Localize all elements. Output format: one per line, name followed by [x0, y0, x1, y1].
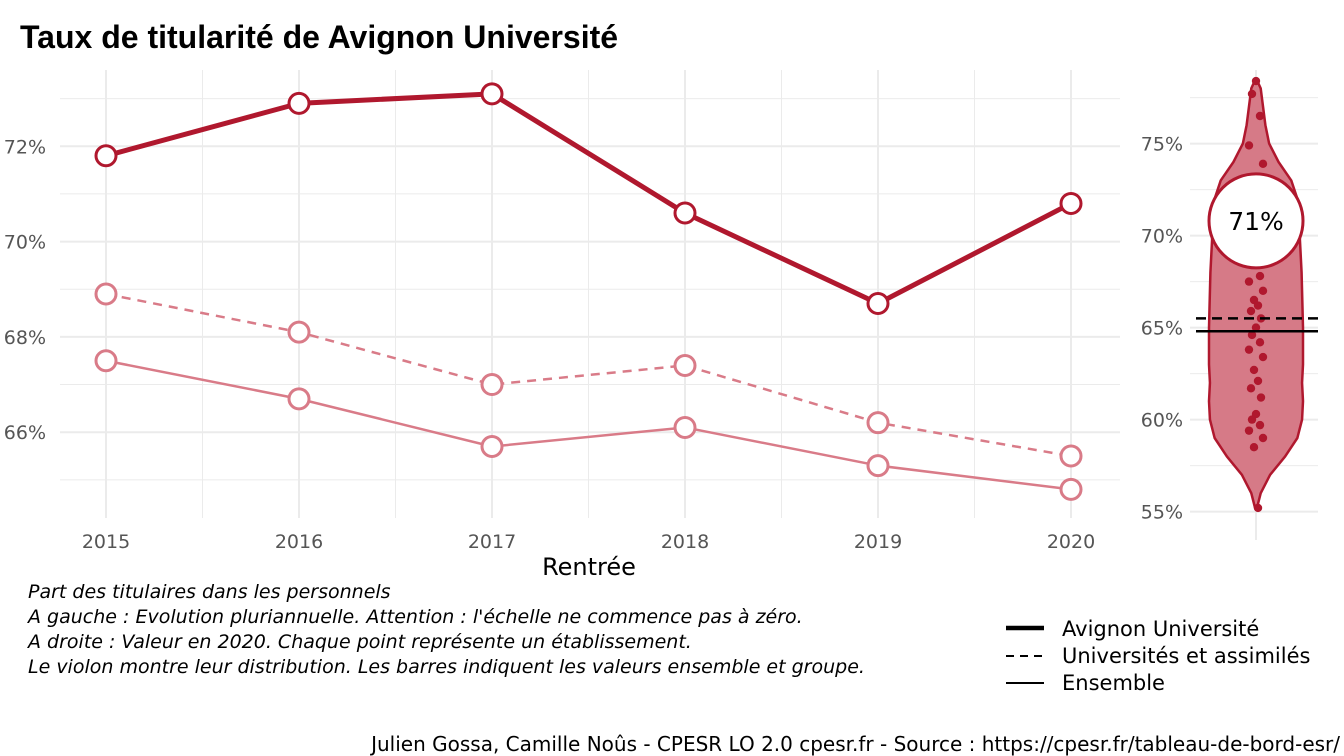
series-1-point — [480, 373, 504, 397]
series-0-point — [94, 144, 118, 168]
violin-plot: 55% 60% 65% 70% 75% 71% — [1141, 70, 1318, 540]
violin-point — [1258, 433, 1268, 443]
main-series — [94, 82, 1083, 501]
caption: Part des titulaires dans les personnels … — [26, 581, 865, 678]
series-0-point — [480, 82, 504, 106]
value-bubble: 71% — [1207, 172, 1305, 270]
series-2-point — [866, 454, 890, 478]
caption-line-4: Le violon montre leur distribution. Les … — [28, 656, 865, 678]
y-tick-label: 70% — [4, 232, 46, 254]
violin-point — [1247, 415, 1257, 424]
series-1-point — [94, 282, 118, 306]
series-1-point — [1059, 444, 1083, 468]
violin-point — [1251, 76, 1261, 86]
x-tick-label: 2019 — [854, 531, 902, 553]
caption-line-2: A gauche : Evolution pluriannuelle. Atte… — [26, 606, 803, 628]
y-tick-label: 66% — [4, 422, 46, 444]
series-1-point — [866, 411, 890, 435]
violin-point — [1244, 345, 1254, 354]
series-1-point — [673, 353, 697, 377]
series-2-point — [480, 435, 504, 459]
chart-title: Taux de titularité de Avignon Université — [20, 19, 618, 55]
x-tick-label: 2017 — [468, 531, 516, 553]
series-2-point — [673, 415, 697, 439]
series-line-1 — [105, 292, 1072, 458]
legend: Avignon Université Universités et assimi… — [1006, 617, 1310, 695]
x-axis-title: Rentrée — [542, 553, 636, 581]
legend-label-3: Ensemble — [1062, 671, 1165, 695]
violin-point — [1258, 159, 1268, 169]
x-tick-label: 2015 — [82, 531, 130, 553]
violin-y-tick-label: 65% — [1141, 318, 1183, 340]
series-2-point — [287, 387, 311, 411]
series-line-2 — [105, 359, 1072, 491]
violin-point — [1246, 384, 1256, 393]
violin-point — [1255, 338, 1265, 347]
violin-point — [1253, 376, 1263, 386]
series-0-point — [287, 91, 311, 115]
violin-point — [1244, 141, 1254, 150]
series-2-point — [94, 349, 118, 373]
caption-line-1: Part des titulaires dans les personnels — [28, 581, 391, 603]
x-tick-label: 2020 — [1047, 531, 1095, 553]
series-2-point — [1059, 477, 1083, 501]
violin-y-tick-label: 75% — [1141, 134, 1183, 156]
violin-point — [1258, 286, 1268, 295]
violin-point — [1255, 420, 1265, 430]
main-y-ticks: 66% 68% 70% 72% — [4, 136, 46, 444]
legend-label-2: Universités et assimilés — [1062, 644, 1310, 668]
violin-point — [1249, 443, 1259, 452]
violin-y-tick-label: 55% — [1141, 502, 1183, 524]
violin-point — [1255, 271, 1265, 281]
series-0-point — [1059, 191, 1083, 215]
violin-point — [1258, 352, 1268, 362]
violin-reference-lines — [1196, 317, 1318, 333]
violin-point — [1253, 503, 1263, 513]
violin-point — [1244, 426, 1254, 435]
main-grid — [60, 70, 1120, 518]
series-1-point — [287, 320, 311, 344]
violin-point — [1246, 306, 1256, 316]
x-tick-label: 2016 — [275, 531, 323, 553]
violin-point — [1247, 330, 1257, 340]
series-line-0 — [105, 91, 1073, 307]
y-tick-label: 68% — [4, 327, 46, 349]
value-bubble-circle — [1207, 172, 1305, 270]
y-tick-label: 72% — [4, 136, 46, 158]
violin-y-tick-label: 70% — [1141, 226, 1183, 248]
main-x-ticks: 2015 2016 2017 2018 2019 2020 — [82, 531, 1095, 553]
source-credit: Julien Gossa, Camille Noûs - CPESR LO 2.… — [369, 732, 1340, 756]
main-plot: 66% 68% 70% 72% 2015 2016 2017 2018 2019 2020 Re… — [4, 70, 1120, 581]
violin-point — [1247, 89, 1257, 99]
violin-point — [1251, 323, 1261, 332]
series-0-point — [673, 201, 697, 225]
violin-y-tick-label: 60% — [1141, 410, 1183, 432]
legend-label-1: Avignon Université — [1062, 617, 1259, 641]
violin-point — [1253, 301, 1263, 310]
violin-point — [1249, 365, 1259, 375]
violin-point — [1255, 111, 1265, 121]
series-0-point — [866, 292, 890, 316]
x-tick-label: 2018 — [661, 531, 709, 553]
violin-point — [1244, 277, 1254, 286]
value-bubble-label: 71% — [1228, 207, 1284, 236]
caption-line-3: A droite : Valeur en 2020. Chaque point … — [26, 631, 692, 653]
violin-y-ticks: 55% 60% 65% 70% 75% — [1141, 134, 1183, 524]
violin-point — [1256, 393, 1266, 402]
